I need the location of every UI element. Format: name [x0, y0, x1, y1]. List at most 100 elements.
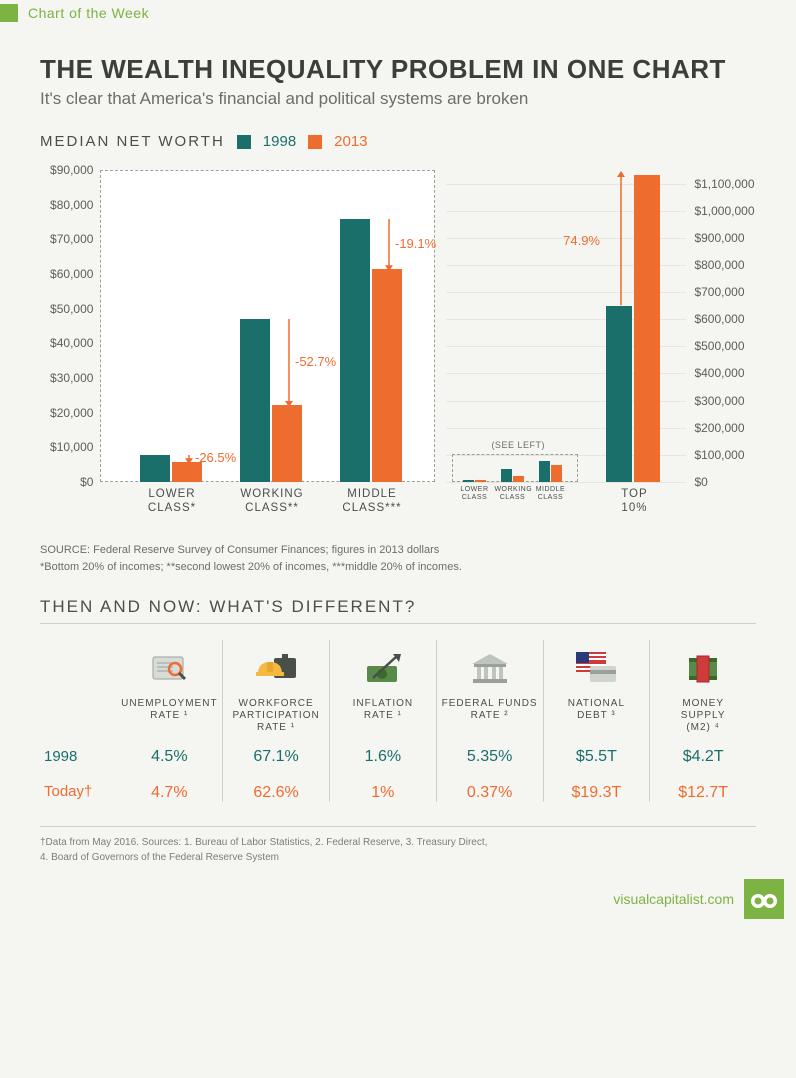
legend-label-2013: 2013: [334, 133, 367, 150]
ytick-left: $90,000: [50, 163, 93, 177]
see-left-label: (SEE LEFT): [491, 440, 545, 450]
then-now-title: THEN AND NOW: WHAT'S DIFFERENT?: [40, 597, 756, 617]
stat-value-today: 62.6%: [253, 784, 298, 802]
chart-median-net-worth-right: $0$100,000$200,000$300,000$400,000$500,0…: [446, 162, 756, 522]
header-label: Chart of the Week: [28, 5, 149, 21]
pct-change: -52.7%: [295, 354, 336, 369]
ytick-left: $20,000: [50, 406, 93, 420]
stat-labels-col: 1998 Today†: [40, 640, 116, 802]
bar-top10-1998: [606, 306, 632, 482]
stat-value-today: 0.37%: [467, 784, 512, 802]
footnote-line1: †Data from May 2016. Sources: 1. Bureau …: [40, 835, 756, 850]
stat-value-today: 4.7%: [151, 784, 187, 802]
ytick-left: $10,000: [50, 440, 93, 454]
bar-top10-2013: [634, 175, 660, 482]
stat-col: UNEMPLOYMENTRATE ¹ 4.5% 4.7%: [116, 640, 223, 802]
legend-swatch-1998: [237, 135, 251, 149]
footer-url: visualcapitalist.com: [613, 891, 734, 907]
stat-label: FEDERAL FUNDSRATE ²: [442, 698, 538, 734]
ytick-left: $80,000: [50, 198, 93, 212]
bar-1998: [140, 455, 170, 482]
ytick-right: $100,000: [694, 448, 744, 462]
row-label-today: Today†: [44, 783, 92, 800]
stat-value-1998: 1.6%: [365, 748, 401, 766]
change-arrow-up: [617, 171, 631, 307]
source-line1: SOURCE: Federal Reserve Survey of Consum…: [40, 542, 756, 559]
x-category-mini: WORKINGCLASS: [494, 486, 530, 503]
stats-grid: 1998 Today† UNEMPLOYMENTRATE ¹ 4.5% 4.7% WORK…: [40, 640, 756, 802]
pct-change: -19.1%: [395, 236, 436, 251]
stat-value-today: $19.3T: [571, 784, 621, 802]
x-category: WORKINGCLASS**: [230, 488, 314, 516]
stat-label: MONEYSUPPLY(M2) ⁴: [681, 698, 726, 734]
stat-value-1998: 5.35%: [467, 748, 512, 766]
legend: MEDIAN NET WORTH 1998 2013: [40, 133, 756, 150]
stat-col: NATIONALDEBT ³ $5.5T $19.3T: [544, 640, 651, 802]
bar-2013: [372, 269, 402, 482]
mini-bar-2013: [513, 476, 524, 482]
page: Chart of the Week THE WEALTH INEQUALITY …: [0, 0, 796, 929]
bar-2013: [272, 405, 302, 482]
mini-bar-1998: [463, 480, 474, 482]
stat-value-today: 1%: [371, 784, 394, 802]
ytick-left: $40,000: [50, 336, 93, 350]
flag-card-icon: [574, 646, 618, 690]
content: THE WEALTH INEQUALITY PROBLEM IN ONE CHA…: [0, 26, 796, 865]
stat-value-1998: $4.2T: [683, 748, 724, 766]
footnote-line2: 4. Board of Governors of the Federal Res…: [40, 850, 756, 865]
mini-bar-1998: [539, 461, 550, 482]
footer-logo-tile: [744, 879, 784, 919]
mini-bar-2013: [551, 465, 562, 482]
ytick-right: $200,000: [694, 421, 744, 435]
ytick-right: $400,000: [694, 366, 744, 380]
footnotes: †Data from May 2016. Sources: 1. Bureau …: [40, 826, 756, 865]
stat-label: WORKFORCEPARTICIPATIONRATE ¹: [232, 698, 319, 734]
x-category: TOP10%: [602, 488, 666, 516]
ytick-left: $70,000: [50, 232, 93, 246]
ytick-right: $900,000: [694, 231, 744, 245]
ytick-left: $30,000: [50, 371, 93, 385]
bar-1998: [340, 219, 370, 482]
news-search-icon: [149, 646, 189, 690]
x-category: MIDDLECLASS***: [330, 488, 414, 516]
hardhat-briefcase-icon: [254, 646, 298, 690]
header-accent: [0, 4, 18, 22]
legend-swatch-2013: [308, 135, 322, 149]
header-bar: Chart of the Week: [0, 0, 796, 26]
source-line2: *Bottom 20% of incomes; **second lowest …: [40, 559, 756, 576]
stat-value-today: $12.7T: [678, 784, 728, 802]
pct-change: 74.9%: [563, 233, 600, 248]
stat-label: UNEMPLOYMENTRATE ¹: [121, 698, 217, 734]
x-category: LOWERCLASS*: [130, 488, 214, 516]
legend-title: MEDIAN NET WORTH: [40, 133, 225, 150]
ytick-right: $500,000: [694, 339, 744, 353]
source-notes: SOURCE: Federal Reserve Survey of Consum…: [40, 542, 756, 575]
x-category-mini: LOWERCLASS: [456, 486, 492, 503]
ytick-left: $50,000: [50, 302, 93, 316]
ytick-right: $600,000: [694, 312, 744, 326]
stat-value-1998: 67.1%: [253, 748, 298, 766]
stat-value-1998: 4.5%: [151, 748, 187, 766]
stat-col: WORKFORCEPARTICIPATIONRATE ¹ 67.1% 62.6%: [223, 640, 330, 802]
stat-value-1998: $5.5T: [576, 748, 617, 766]
cash-arrow-icon: [363, 646, 403, 690]
stat-label: INFLATIONRATE ¹: [353, 698, 413, 734]
pct-change: -26.5%: [195, 450, 236, 465]
mini-bar-1998: [501, 469, 512, 482]
binoculars-icon: [750, 889, 778, 909]
bank-icon: [470, 646, 510, 690]
stat-col: FEDERAL FUNDSRATE ² 5.35% 0.37%: [437, 640, 544, 802]
ytick-right: $800,000: [694, 258, 744, 272]
ytick-right: $1,100,000: [694, 177, 754, 191]
bar-1998: [240, 319, 270, 482]
ytick-left: $0: [80, 475, 93, 489]
row-label-1998: 1998: [44, 748, 77, 765]
mini-bar-2013: [475, 480, 486, 482]
chart-median-net-worth-left: $0$10,000$20,000$30,000$40,000$50,000$60…: [40, 162, 434, 522]
ytick-right: $700,000: [694, 285, 744, 299]
ytick-right: $1,000,000: [694, 204, 754, 218]
page-subtitle: It's clear that America's financial and …: [40, 89, 756, 109]
cash-stack-icon: [683, 646, 723, 690]
divider: [40, 623, 756, 624]
stat-label: NATIONALDEBT ³: [568, 698, 625, 734]
